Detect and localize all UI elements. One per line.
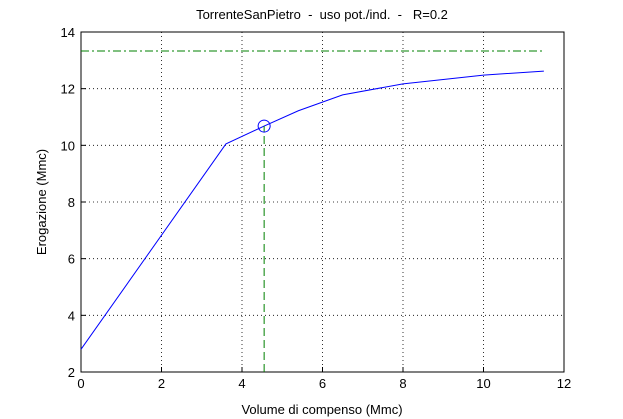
x-tick-label: 12 <box>557 376 571 391</box>
chart-title: TorrenteSanPietro - uso pot./ind. - R=0.… <box>196 7 448 22</box>
x-tick-label: 10 <box>476 376 490 391</box>
x-tick-label: 4 <box>238 376 245 391</box>
y-tick-label: 12 <box>61 82 75 97</box>
x-axis-label: Volume di compenso (Mmc) <box>241 402 402 417</box>
axes-box <box>80 31 565 373</box>
point-marker <box>257 119 271 133</box>
x-tick-label: 2 <box>158 376 165 391</box>
x-tick-label: 6 <box>319 376 326 391</box>
y-tick-label: 2 <box>68 365 75 380</box>
y-tick-label: 8 <box>68 195 75 210</box>
x-tick-label: 0 <box>77 376 84 391</box>
x-tick-label: 8 <box>399 376 406 391</box>
y-tick-label: 6 <box>68 252 75 267</box>
y-tick-label: 14 <box>61 25 75 40</box>
y-axis-label: Erogazione (Mmc) <box>34 149 49 255</box>
data-line <box>80 70 544 350</box>
y-tick-label: 10 <box>61 138 75 153</box>
y-tick-label: 4 <box>68 308 75 323</box>
